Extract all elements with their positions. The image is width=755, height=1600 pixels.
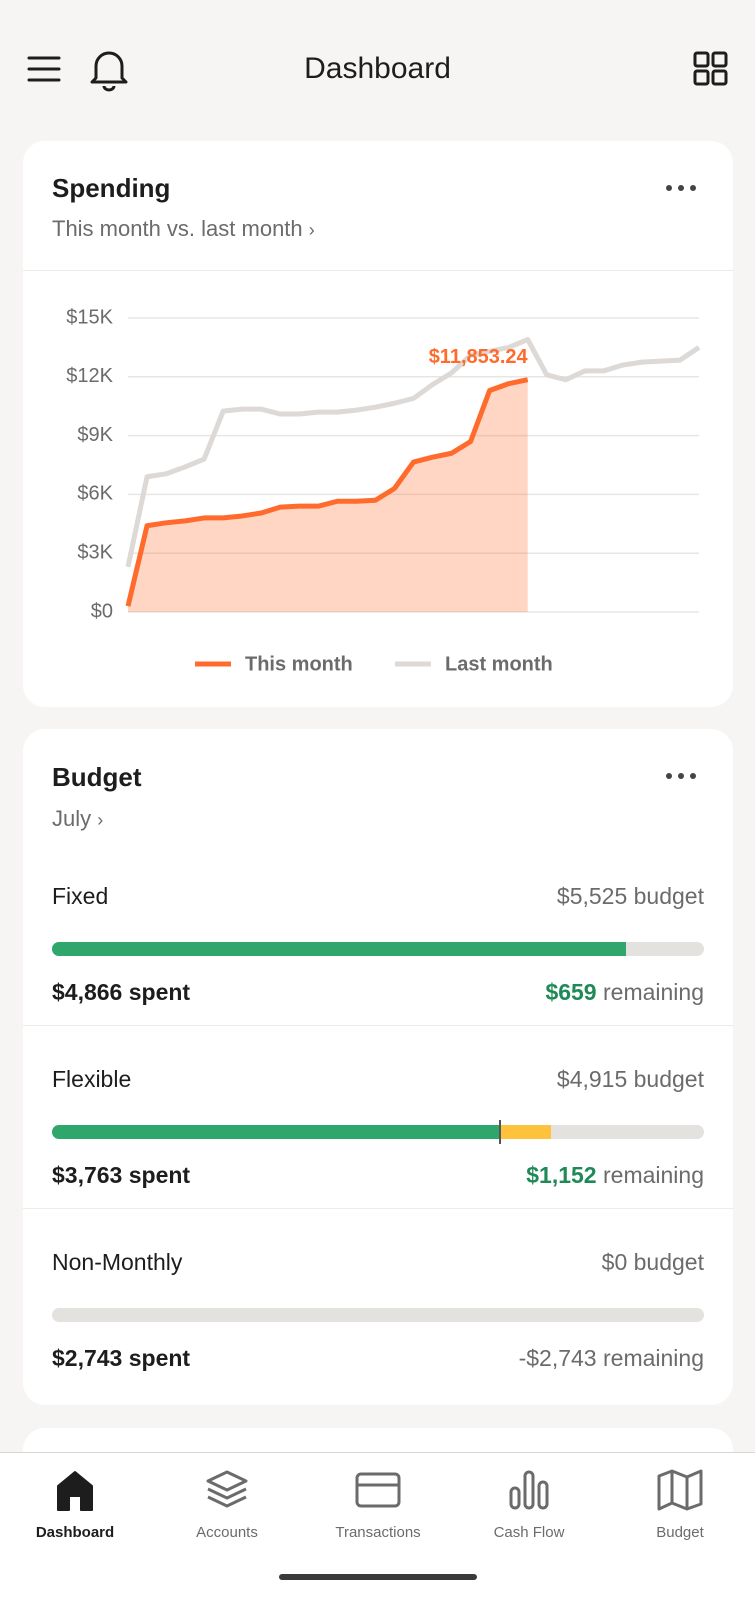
y-tick-label: $0: [91, 600, 113, 622]
remaining-amount: $1,152: [526, 1162, 597, 1188]
nav-label[interactable]: Accounts: [196, 1524, 258, 1541]
y-tick-label: $9K: [77, 424, 113, 446]
divider: [23, 270, 733, 271]
row-budget: $0 budget: [601, 1249, 704, 1275]
remaining-amount: -$2,743: [518, 1345, 597, 1371]
row-spent: $4,866 spent: [52, 979, 191, 1005]
remaining-word: remaining: [603, 979, 704, 1005]
bell-icon[interactable]: [88, 46, 130, 92]
y-tick-label: $12K: [66, 365, 113, 387]
nav-label[interactable]: Dashboard: [35, 1524, 115, 1541]
card-title: Spending: [52, 173, 171, 203]
value-label: $11,853.24: [429, 346, 529, 368]
progress-track: [52, 1125, 704, 1139]
row-name: Non-Monthly: [52, 1249, 183, 1275]
row-remaining: $1,152 remaining: [526, 1162, 704, 1189]
row-budget: $5,525 budget: [556, 883, 704, 909]
progress-over-pace: [499, 1125, 552, 1139]
card-subtitle[interactable]: July ›: [52, 806, 103, 832]
remaining-word: remaining: [603, 1345, 704, 1371]
series-line: [125, 377, 529, 607]
subtitle-text[interactable]: July: [52, 806, 92, 831]
y-tick-label: $3K: [77, 541, 113, 563]
divider: [23, 1208, 733, 1209]
nav-icon-cash-flow[interactable]: [507, 1468, 551, 1512]
progress-spent: [52, 1125, 500, 1139]
row-remaining: $659 remaining: [545, 979, 704, 1006]
more-icon[interactable]: [663, 178, 703, 198]
series-area: [128, 379, 528, 612]
pace-marker: [499, 1120, 502, 1144]
progress-spent: [52, 942, 627, 956]
row-remaining: -$2,743 remaining: [519, 1345, 704, 1372]
y-tick-label: $15K: [66, 306, 113, 328]
remaining-word: remaining: [603, 1162, 704, 1188]
spending-chart: $0 $3K $6K $9K $12K $15K $11,853.24 This month L…: [66, 306, 701, 675]
nav-label[interactable]: Budget: [656, 1524, 704, 1541]
card-subtitle[interactable]: This month vs. last month ›: [52, 216, 315, 242]
widgets-icon[interactable]: [692, 50, 732, 90]
row-name: Fixed: [52, 883, 109, 909]
subtitle-text[interactable]: This month vs. last month: [52, 216, 303, 241]
legend-label: Last month: [445, 653, 553, 675]
legend-label: This month: [245, 653, 353, 675]
nav-label[interactable]: Transactions: [335, 1524, 421, 1541]
y-tick-label: $6K: [77, 483, 113, 505]
divider: [23, 1025, 733, 1026]
progress-track: [52, 942, 704, 956]
row-spent: $2,743 spent: [52, 1345, 191, 1371]
home-indicator: [279, 1574, 477, 1580]
nav-label[interactable]: Cash Flow: [493, 1524, 565, 1541]
nav-icon-accounts[interactable]: [205, 1468, 249, 1512]
remaining-amount: $659: [545, 979, 597, 1005]
chevron: ›: [308, 220, 315, 240]
series-line: [125, 337, 701, 568]
budget-card: [23, 729, 733, 1405]
more-icon[interactable]: [663, 766, 703, 786]
progress-track: [52, 1308, 704, 1322]
page-title: Dashboard: [304, 52, 451, 85]
chevron: ›: [97, 810, 104, 830]
row-spent: $3,763 spent: [52, 1162, 191, 1188]
menu-icon[interactable]: [26, 50, 66, 90]
nav-icon-dashboard[interactable]: [55, 1468, 95, 1512]
nav-icon-budget[interactable]: [656, 1468, 704, 1512]
row-name: Flexible: [52, 1066, 132, 1092]
nav-icon-transactions[interactable]: [355, 1470, 401, 1510]
row-budget: $4,915 budget: [556, 1066, 704, 1092]
card-title: Budget: [52, 762, 142, 792]
